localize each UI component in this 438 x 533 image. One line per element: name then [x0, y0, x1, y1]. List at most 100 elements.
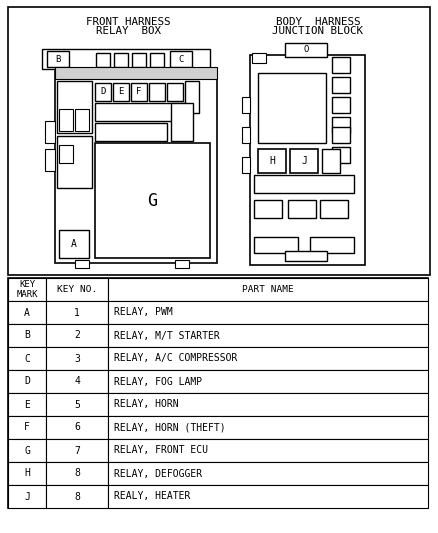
Bar: [332, 127, 350, 143]
Bar: [57, 81, 92, 133]
Text: D: D: [24, 376, 30, 386]
Bar: [46, 347, 108, 370]
Text: REALY, HEATER: REALY, HEATER: [114, 491, 191, 502]
Bar: [254, 200, 282, 218]
Bar: [59, 145, 73, 163]
Bar: [285, 43, 327, 57]
Text: B: B: [55, 54, 61, 63]
Bar: [132, 53, 146, 67]
Bar: [167, 83, 183, 101]
Bar: [55, 67, 217, 79]
Bar: [8, 393, 46, 416]
Bar: [254, 237, 298, 253]
Bar: [175, 260, 189, 268]
Text: 4: 4: [74, 376, 80, 386]
Text: F: F: [136, 87, 141, 96]
Bar: [242, 97, 250, 113]
Text: H: H: [269, 156, 275, 166]
Bar: [171, 103, 193, 141]
Bar: [108, 393, 428, 416]
Bar: [108, 370, 428, 393]
Text: F: F: [24, 423, 30, 432]
Bar: [59, 109, 73, 131]
Text: J: J: [24, 491, 30, 502]
Bar: [55, 71, 217, 263]
Bar: [108, 324, 428, 347]
Bar: [8, 301, 46, 324]
Bar: [242, 157, 250, 173]
Text: J: J: [301, 156, 307, 166]
Text: RELAY, A/C COMPRESSOR: RELAY, A/C COMPRESSOR: [114, 353, 237, 364]
Bar: [75, 109, 89, 131]
Bar: [320, 200, 348, 218]
Bar: [258, 149, 286, 173]
Text: RELAY, DEFOGGER: RELAY, DEFOGGER: [114, 469, 202, 479]
Bar: [242, 127, 250, 143]
Text: RELAY, FRONT ECU: RELAY, FRONT ECU: [114, 446, 208, 456]
Text: RELAY, PWM: RELAY, PWM: [114, 308, 173, 318]
Bar: [8, 485, 46, 508]
Text: C: C: [178, 54, 184, 63]
Text: RELAY, M/T STARTER: RELAY, M/T STARTER: [114, 330, 220, 341]
Text: FRONT HARNESS: FRONT HARNESS: [86, 17, 170, 27]
Text: G: G: [147, 192, 157, 210]
Text: O: O: [303, 45, 309, 54]
Text: 5: 5: [74, 400, 80, 409]
Bar: [254, 175, 354, 193]
Text: C: C: [24, 353, 30, 364]
Text: E: E: [24, 400, 30, 409]
Bar: [285, 251, 327, 261]
Bar: [149, 83, 165, 101]
Text: KEY
MARK: KEY MARK: [16, 280, 38, 299]
Bar: [332, 77, 350, 93]
Text: E: E: [118, 87, 124, 96]
Bar: [258, 73, 326, 143]
Bar: [250, 55, 365, 265]
Text: H: H: [24, 469, 30, 479]
Text: RELAY, FOG LAMP: RELAY, FOG LAMP: [114, 376, 202, 386]
Bar: [170, 51, 192, 67]
Text: A: A: [71, 239, 77, 249]
Text: RELAY, HORN (THEFT): RELAY, HORN (THEFT): [114, 423, 226, 432]
Bar: [46, 485, 108, 508]
Text: 7: 7: [74, 446, 80, 456]
Bar: [150, 53, 164, 67]
Bar: [46, 301, 108, 324]
Bar: [8, 278, 428, 508]
Text: 8: 8: [74, 469, 80, 479]
Bar: [108, 439, 428, 462]
Bar: [332, 117, 350, 133]
Bar: [108, 485, 428, 508]
Bar: [288, 200, 316, 218]
Text: 6: 6: [74, 423, 80, 432]
Text: KEY NO.: KEY NO.: [57, 285, 97, 294]
Bar: [108, 462, 428, 485]
Bar: [95, 83, 111, 101]
Bar: [8, 324, 46, 347]
Bar: [46, 278, 108, 301]
Bar: [332, 147, 350, 163]
Bar: [46, 416, 108, 439]
Bar: [57, 136, 92, 188]
Bar: [95, 103, 185, 121]
Bar: [59, 230, 89, 258]
Text: RELAY  BOX: RELAY BOX: [95, 26, 160, 36]
Bar: [185, 81, 199, 113]
Bar: [45, 149, 55, 171]
Text: D: D: [100, 87, 106, 96]
Bar: [114, 53, 128, 67]
Text: PART NAME: PART NAME: [242, 285, 294, 294]
Bar: [46, 439, 108, 462]
Text: B: B: [24, 330, 30, 341]
Bar: [108, 278, 428, 301]
Text: G: G: [24, 446, 30, 456]
Bar: [131, 83, 147, 101]
Bar: [95, 123, 167, 141]
Bar: [95, 143, 210, 258]
Bar: [332, 97, 350, 113]
Bar: [108, 301, 428, 324]
Text: A: A: [24, 308, 30, 318]
Bar: [46, 393, 108, 416]
Bar: [108, 416, 428, 439]
Text: 2: 2: [74, 330, 80, 341]
